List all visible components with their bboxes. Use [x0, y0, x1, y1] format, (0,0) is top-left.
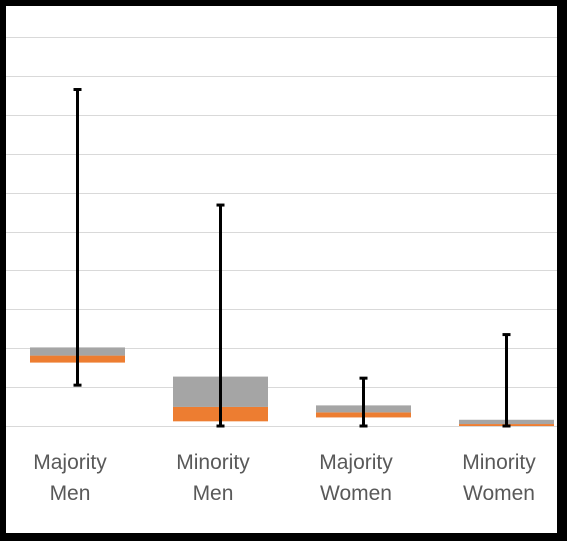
category-label-majority-men-line2: Men [50, 482, 91, 505]
category-label-minority-women-line2: Women [463, 482, 535, 505]
category-label-majority-women-line2: Women [320, 482, 392, 505]
category-label-majority-women-line1: Majority [319, 451, 393, 474]
box-plot-chart: Majority Men Minority Men Majority Women… [6, 37, 557, 505]
category-label-majority-men-line1: Majority [33, 451, 107, 474]
category-label-minority-men-line1: Minority [176, 451, 250, 474]
gridlines [6, 37, 557, 427]
category-labels: Majority Men Minority Men Majority Women… [33, 451, 536, 505]
whiskers [73, 88, 511, 428]
category-label-minority-men-line2: Men [193, 482, 234, 505]
chart-frame: Majority Men Minority Men Majority Women… [6, 6, 557, 533]
category-label-minority-women-line1: Minority [462, 451, 536, 474]
boxes [30, 347, 554, 426]
